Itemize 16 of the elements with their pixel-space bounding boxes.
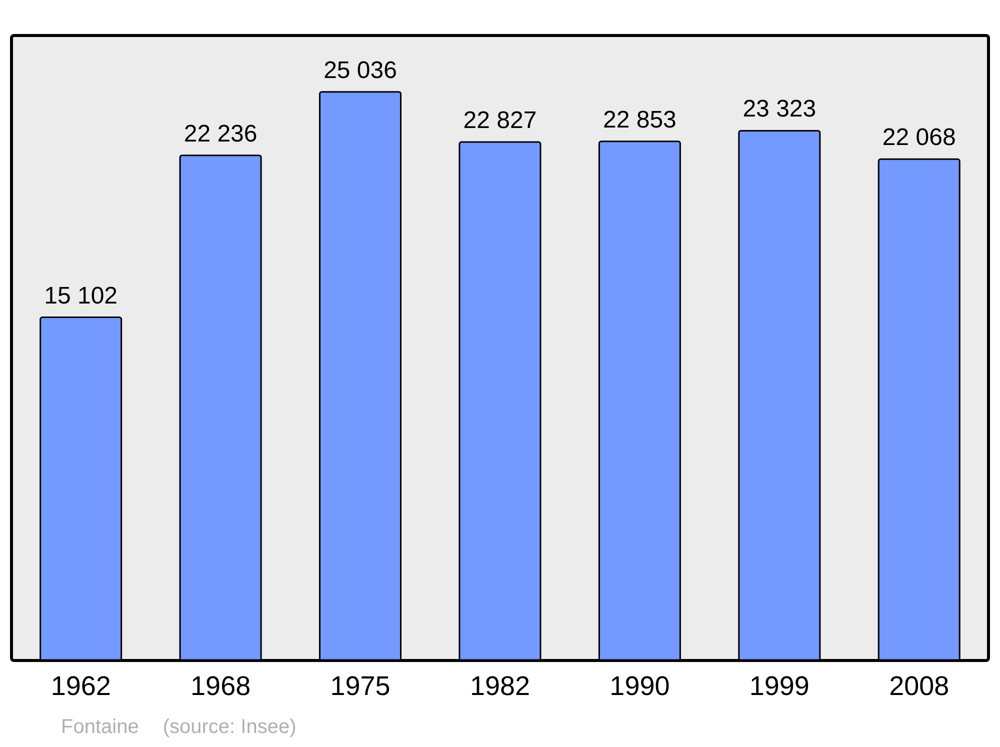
data-label: 22 236 [184,120,258,148]
data-label: 23 323 [742,96,816,123]
x-tick-label: 1968 [190,671,251,702]
data-label: 22 068 [882,124,956,152]
x-tick-label: 1962 [50,671,111,702]
data-label: 22 827 [463,106,537,134]
x-tick-label: 2008 [889,671,950,702]
data-label: 25 036 [324,56,397,84]
data-label: 22 853 [602,106,676,134]
data-label: 15 102 [44,282,118,310]
x-tick-label: 1982 [470,671,530,702]
x-tick-label: 1975 [330,671,390,702]
x-tick-label: 1999 [749,671,810,702]
x-tick-label: 1990 [610,671,670,702]
text: (source: Insee) [162,716,296,739]
text: Fontaine [61,716,139,739]
